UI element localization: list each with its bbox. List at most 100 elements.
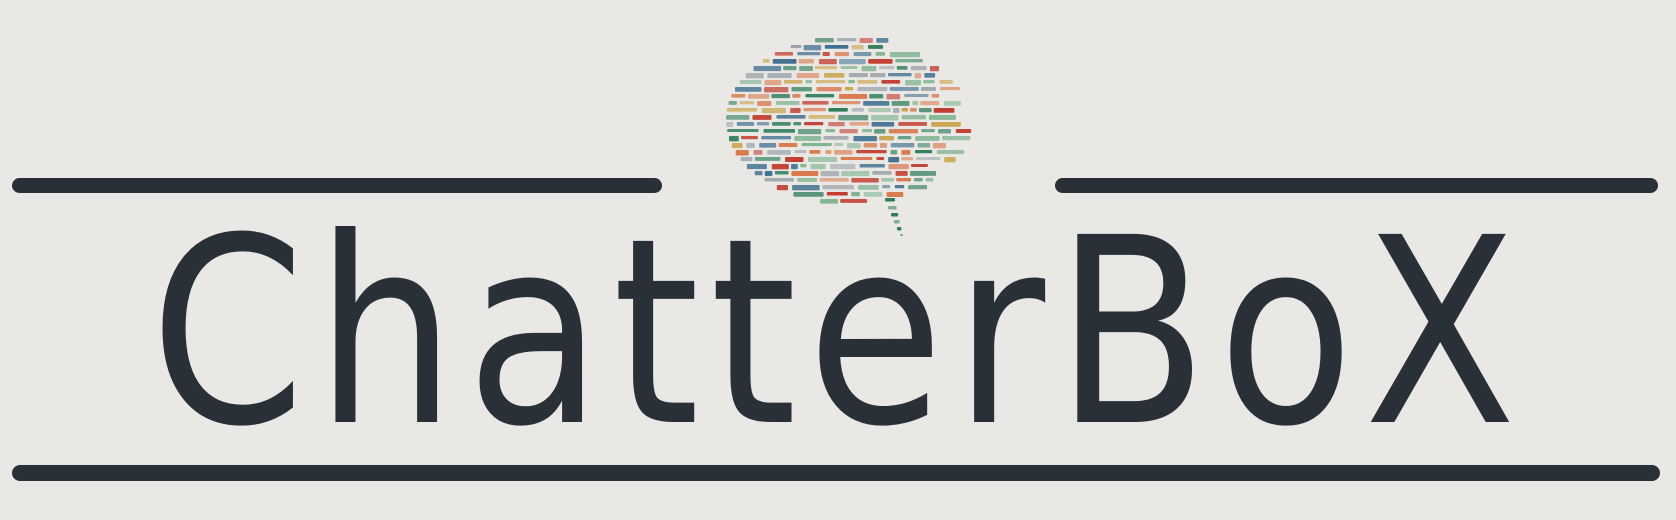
bottom-rule (12, 465, 1660, 481)
word-cloud-word (859, 164, 885, 168)
word-cloud-word (805, 80, 813, 84)
word-cloud-word (955, 129, 972, 133)
word-cloud-word (851, 45, 864, 50)
word-cloud-word (895, 59, 923, 63)
word-cloud-word (889, 87, 919, 91)
word-cloud-word (776, 101, 800, 105)
word-cloud-word (735, 150, 749, 156)
word-cloud-word (932, 143, 946, 149)
word-cloud-word (839, 94, 868, 99)
word-cloud-word (889, 52, 920, 58)
word-cloud-word (727, 129, 759, 132)
word-cloud-word (785, 157, 804, 162)
word-cloud-word (796, 73, 820, 79)
word-cloud-word (803, 108, 826, 112)
word-cloud-word (820, 199, 838, 204)
word-cloud-word (728, 101, 737, 105)
word-cloud-word (830, 164, 856, 170)
word-cloud-word (763, 129, 796, 133)
word-cloud-word (823, 136, 849, 140)
word-cloud-word (739, 80, 762, 84)
word-cloud-word (834, 52, 850, 57)
word-cloud-word (803, 45, 822, 51)
word-cloud-word (794, 136, 822, 141)
word-cloud-word (815, 80, 846, 84)
word-cloud-word (790, 45, 802, 49)
word-cloud-word (791, 171, 819, 176)
word-cloud-word (776, 185, 788, 191)
word-cloud-word (805, 94, 835, 98)
word-cloud-word (910, 66, 927, 71)
word-cloud-word (797, 178, 818, 182)
word-cloud-word (929, 66, 939, 72)
word-cloud-word (794, 150, 807, 154)
word-cloud-word (931, 122, 961, 127)
word-cloud-word (767, 73, 792, 78)
word-cloud-word (913, 178, 923, 182)
word-cloud-word (904, 94, 929, 97)
word-cloud-word (739, 101, 754, 105)
word-cloud-word (856, 150, 887, 154)
word-cloud-word (814, 66, 838, 70)
word-cloud-word (844, 87, 854, 91)
word-cloud-word (767, 150, 791, 155)
bubble-tail-mark (891, 213, 899, 217)
word-cloud-word (824, 73, 845, 78)
word-cloud-word (895, 171, 908, 176)
word-cloud-word (800, 164, 807, 168)
word-cloud-word (942, 136, 971, 141)
word-cloud-speech-bubble-icon (726, 38, 972, 236)
word-cloud-word (808, 115, 836, 119)
word-cloud-word (774, 171, 789, 175)
word-cloud-word (816, 87, 842, 92)
word-cloud-word (797, 129, 822, 135)
word-cloud-word (764, 178, 794, 182)
word-cloud-word (735, 87, 762, 92)
word-cloud-word (822, 52, 830, 56)
word-cloud-word (764, 87, 789, 93)
word-cloud-word (851, 108, 865, 112)
word-cloud-word (897, 136, 912, 140)
word-cloud-word (911, 164, 928, 167)
word-cloud-word (838, 115, 869, 121)
word-cloud-word (759, 143, 777, 148)
word-cloud-word (783, 80, 803, 84)
word-cloud-word (868, 59, 893, 64)
word-cloud-word (764, 80, 782, 86)
word-cloud-word (840, 66, 858, 69)
word-cloud-word (853, 52, 872, 57)
word-cloud-word (901, 115, 926, 120)
word-cloud-word (839, 129, 858, 134)
bubble-tail-mark (897, 227, 902, 231)
word-cloud-word (799, 66, 813, 71)
word-cloud-word (776, 115, 806, 119)
word-cloud-word (898, 122, 927, 126)
word-cloud-word (939, 80, 953, 84)
word-cloud-word (891, 101, 910, 106)
word-cloud-word (879, 143, 888, 148)
word-cloud-word (915, 150, 933, 154)
word-cloud-word (826, 192, 848, 196)
word-cloud-word (939, 87, 960, 91)
word-cloud-word (820, 171, 840, 177)
top-right-rule (1055, 178, 1658, 193)
word-cloud-word (772, 122, 791, 126)
word-cloud-word (771, 164, 789, 170)
word-cloud-word (756, 122, 770, 126)
word-cloud-word (834, 143, 844, 146)
word-cloud-word (771, 94, 790, 99)
word-cloud-word (791, 164, 798, 170)
word-cloud-word (783, 66, 797, 71)
word-cloud-word (792, 185, 820, 191)
word-cloud-word (731, 94, 746, 98)
word-cloud-word (804, 122, 824, 126)
word-cloud-word (920, 101, 940, 106)
word-cloud-word (809, 150, 821, 154)
word-cloud-word (741, 136, 758, 140)
word-cloud-word (825, 150, 832, 154)
word-cloud-word (834, 150, 853, 155)
word-cloud-word (896, 66, 908, 70)
word-cloud-word (896, 178, 911, 182)
word-cloud-word (819, 178, 849, 182)
word-cloud-word (921, 129, 935, 133)
